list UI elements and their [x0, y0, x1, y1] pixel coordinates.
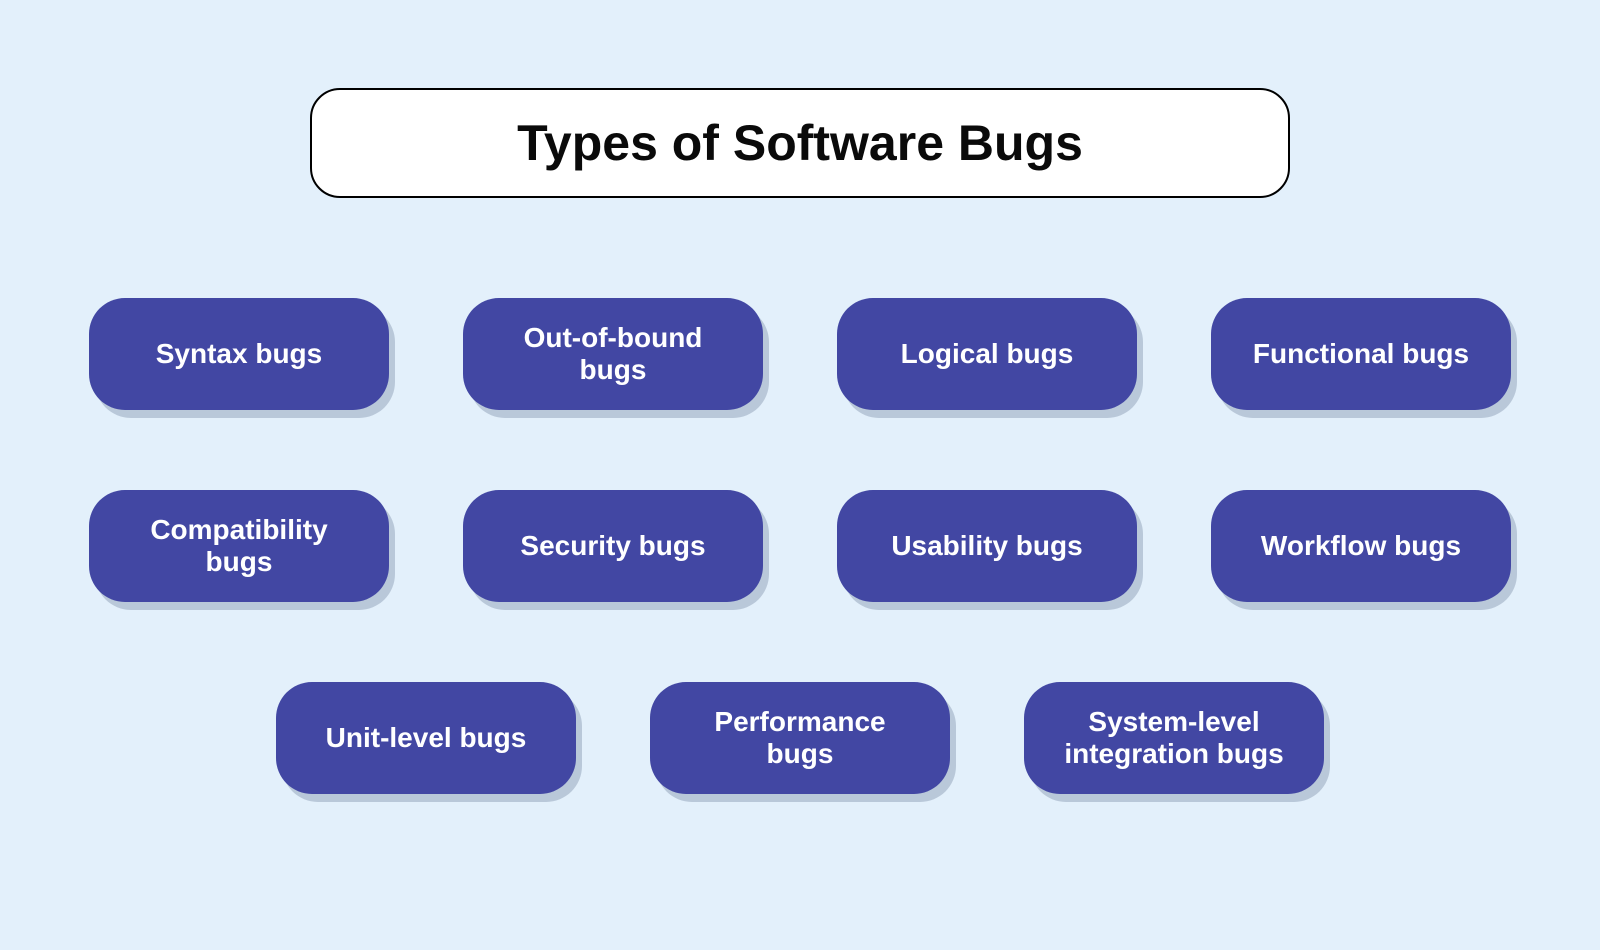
- bug-type-pill: Compatibility bugs: [89, 490, 389, 602]
- pill-row: Compatibility bugs Security bugs Usability…: [89, 490, 1511, 602]
- infographic-canvas: Types of Software Bugs Syntax bugs Out-of…: [0, 0, 1600, 950]
- bug-type-pill: System-level integration bugs: [1024, 682, 1324, 794]
- bug-type-pill: Usability bugs: [837, 490, 1137, 602]
- bug-type-label: Performance bugs: [678, 706, 922, 770]
- bug-type-pill: Security bugs: [463, 490, 763, 602]
- bug-type-label: Workflow bugs: [1261, 530, 1461, 562]
- bug-type-label: Out-of-bound bugs: [491, 322, 735, 386]
- pill-row: Unit-level bugs Performance bugs System-le…: [276, 682, 1324, 794]
- bug-type-label: Compatibility bugs: [117, 514, 361, 578]
- pill-rows-container: Syntax bugs Out-of-bound bugs Logical bugs…: [0, 298, 1600, 794]
- bug-type-label: Security bugs: [520, 530, 705, 562]
- bug-type-label: Unit-level bugs: [326, 722, 527, 754]
- pill-row: Syntax bugs Out-of-bound bugs Logical bugs…: [89, 298, 1511, 410]
- bug-type-pill: Functional bugs: [1211, 298, 1511, 410]
- bug-type-label: System-level integration bugs: [1052, 706, 1296, 770]
- title-box: Types of Software Bugs: [310, 88, 1290, 198]
- bug-type-label: Functional bugs: [1253, 338, 1469, 370]
- bug-type-label: Logical bugs: [901, 338, 1074, 370]
- bug-type-pill: Unit-level bugs: [276, 682, 576, 794]
- bug-type-label: Usability bugs: [891, 530, 1082, 562]
- bug-type-pill: Workflow bugs: [1211, 490, 1511, 602]
- bug-type-pill: Syntax bugs: [89, 298, 389, 410]
- bug-type-pill: Out-of-bound bugs: [463, 298, 763, 410]
- bug-type-label: Syntax bugs: [156, 338, 322, 370]
- bug-type-pill: Logical bugs: [837, 298, 1137, 410]
- bug-type-pill: Performance bugs: [650, 682, 950, 794]
- title-text: Types of Software Bugs: [517, 114, 1083, 172]
